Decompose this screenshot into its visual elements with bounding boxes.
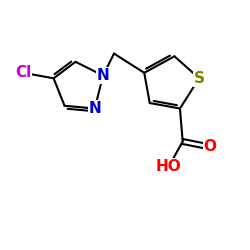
Text: S: S [194,71,205,86]
Text: HO: HO [156,159,182,174]
Text: O: O [204,140,217,154]
Text: N: N [97,68,110,83]
Text: Cl: Cl [15,65,32,80]
Text: N: N [88,101,101,116]
